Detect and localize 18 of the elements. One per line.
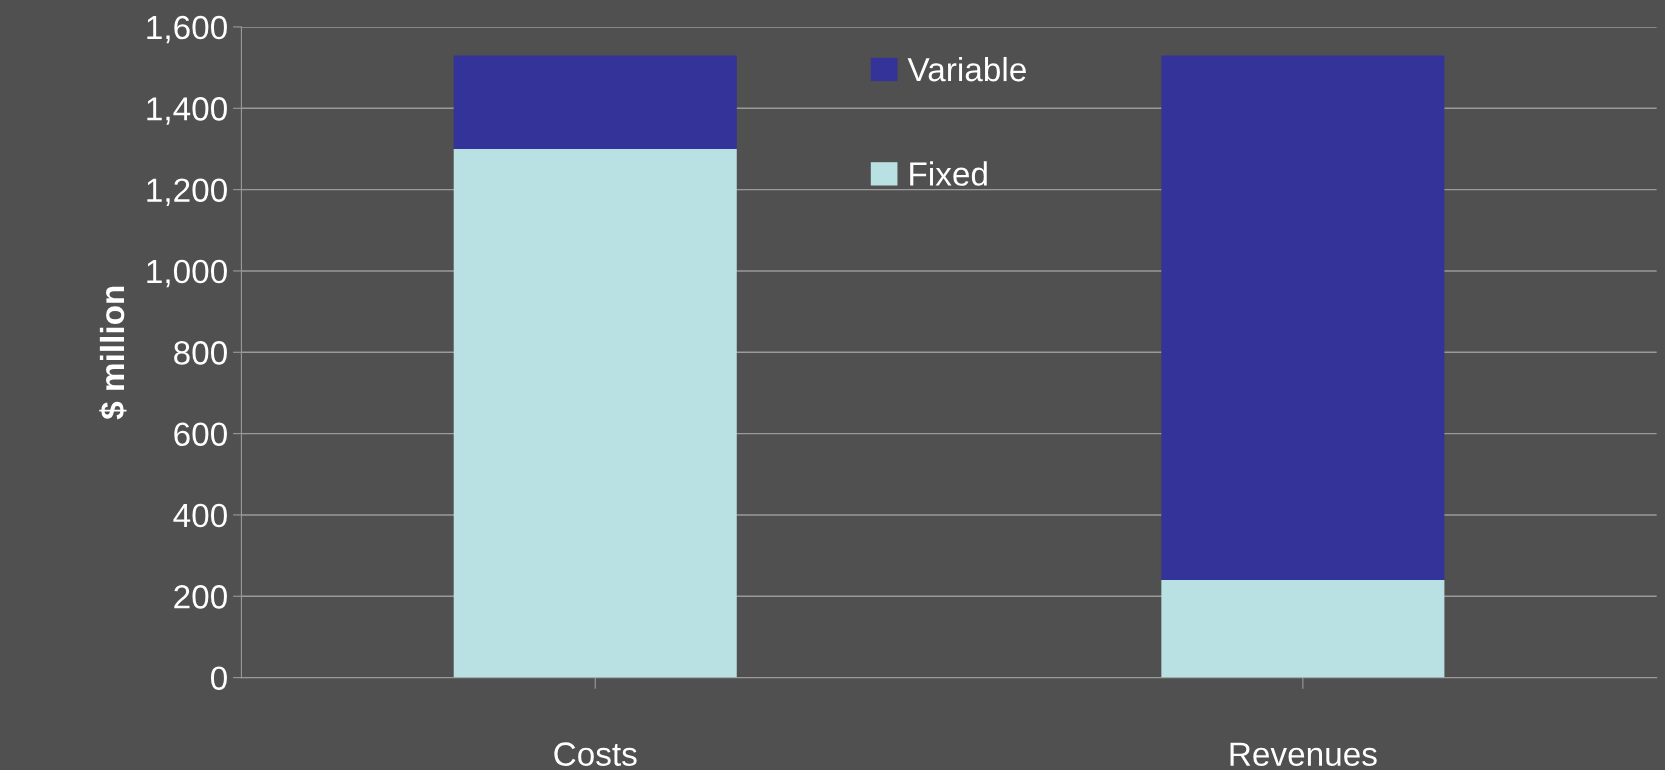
y-tick-label: 0 (211, 666, 227, 691)
y-tick-label: 1,000 (147, 259, 227, 288)
y-axis-title: $ million (99, 286, 127, 420)
legend-label: Variable (907, 56, 1026, 82)
bar (1161, 580, 1445, 678)
y-tick-label: 1,200 (147, 178, 227, 206)
y-tick-label: 1,400 (147, 97, 227, 125)
legend-label: Fixed (910, 161, 987, 186)
bar (453, 148, 737, 678)
x-tick-label: Costs (554, 742, 637, 766)
y-tick-label: 200 (174, 585, 227, 609)
bar (1161, 55, 1445, 580)
bar (453, 55, 737, 149)
y-tick-label: 800 (174, 341, 227, 365)
x-tick-label: Revenues (1230, 742, 1377, 766)
y-tick-label: 400 (173, 503, 227, 528)
y-tick-label: 1,600 (147, 15, 227, 44)
y-tick-label: 600 (174, 422, 227, 447)
